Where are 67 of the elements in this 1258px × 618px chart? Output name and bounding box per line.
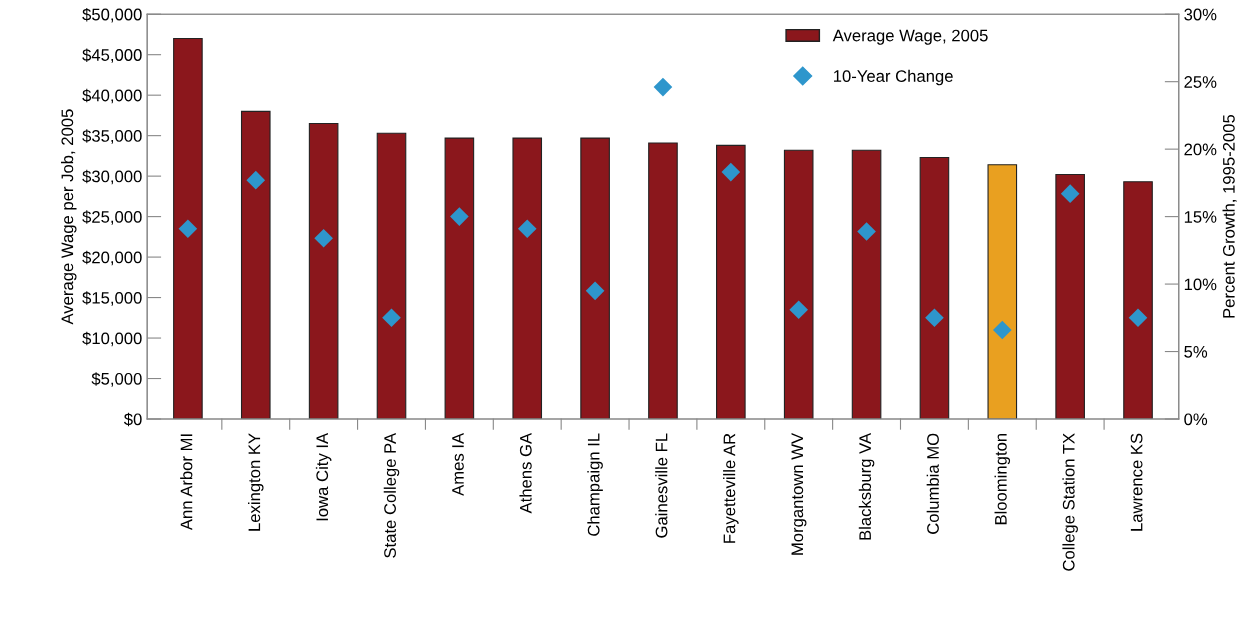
y-tick-label: $50,000 <box>82 7 142 23</box>
point <box>721 162 741 182</box>
x-tick-label: Ann Arbor MI <box>180 434 193 531</box>
y-tick-label: $0 <box>123 412 142 427</box>
x-tick-label: Columbia MO <box>926 433 939 534</box>
x-tick-label: Morgantown WV <box>791 432 807 555</box>
y2-tick-label: 25% <box>1184 76 1217 88</box>
y-tick-label: $15,000 <box>82 291 142 306</box>
y2-tick-label: 15% <box>1184 211 1217 223</box>
bar <box>851 149 882 419</box>
bar <box>376 132 407 419</box>
x-tick-label: Iowa City IA <box>315 432 332 521</box>
y2-tick-label: 10% <box>1184 278 1217 291</box>
bar <box>580 137 610 419</box>
y-tick-label: $25,000 <box>82 210 142 225</box>
bar <box>1123 181 1153 419</box>
bar <box>1055 173 1085 419</box>
y-tick-label: $35,000 <box>82 129 142 144</box>
bar <box>444 137 475 419</box>
point <box>450 207 469 226</box>
bar <box>716 144 746 419</box>
point <box>585 281 605 301</box>
x-tick-label: Fayetteville AR <box>723 433 739 543</box>
y2-tick-label: 5% <box>1184 346 1208 358</box>
point <box>178 219 198 239</box>
x-tick-label: Gainesville FL <box>655 433 668 538</box>
bar <box>240 110 271 419</box>
x-tick-label: State College PA <box>383 432 400 558</box>
y2-tick-label: 20% <box>1184 143 1217 156</box>
bar <box>783 149 814 419</box>
bar <box>512 137 543 419</box>
x-tick-label: Bloomington <box>994 433 1011 525</box>
y2-axis-title: Percent Growth, 1995-2005 <box>1222 114 1237 318</box>
point <box>857 222 876 241</box>
point <box>925 308 944 328</box>
bar <box>173 37 203 419</box>
x-tick-label: Ames IA <box>452 432 464 496</box>
point <box>382 308 401 328</box>
point <box>992 320 1012 340</box>
point <box>517 219 537 239</box>
x-tick-label: College Station TX <box>1062 433 1078 571</box>
point <box>1128 308 1148 328</box>
y-tick-label: $40,000 <box>82 88 142 104</box>
point <box>789 300 809 320</box>
y2-tick-label: 0% <box>1184 413 1208 426</box>
bar <box>987 164 1018 419</box>
y-tick-label: $45,000 <box>82 48 142 63</box>
x-tick-label: Champaign IL <box>587 433 603 536</box>
x-tick-label: Blacksburg VA <box>858 432 875 540</box>
y-tick-label: $10,000 <box>82 331 142 347</box>
point <box>653 77 673 97</box>
x-tick-label: Lexington KY <box>248 433 264 531</box>
y-axis-title: Average Wage per Job, 2005 <box>60 109 77 325</box>
legend-label: Average Wage, 2005 <box>832 29 988 45</box>
bar <box>648 142 678 419</box>
x-tick-label: Athens GA <box>519 432 532 514</box>
y-tick-label: $5,000 <box>91 372 142 387</box>
y2-tick-label: 30% <box>1184 8 1217 21</box>
bar <box>919 156 950 419</box>
point <box>314 228 333 248</box>
y-tick-label: $20,000 <box>82 250 142 266</box>
x-tick-label: Lawrence KS <box>1130 433 1143 531</box>
point <box>1060 184 1080 203</box>
bar <box>308 122 339 419</box>
legend-label: 10-Year Change <box>834 69 953 86</box>
point <box>246 170 266 190</box>
y-tick-label: $30,000 <box>82 169 142 185</box>
